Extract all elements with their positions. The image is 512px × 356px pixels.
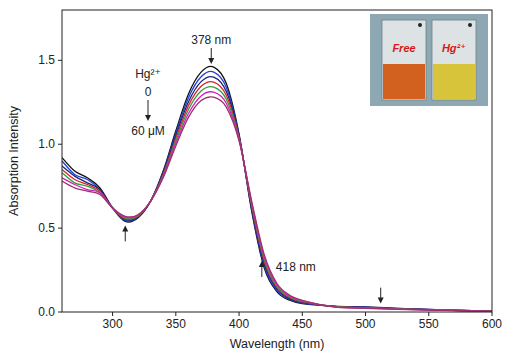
arrow-shaft	[261, 266, 262, 277]
y-axis-title: Absorption Intensity	[7, 105, 21, 216]
arrow-shaft	[380, 288, 381, 299]
arrow-head	[122, 225, 128, 231]
label-patch	[275, 259, 317, 275]
annotation-label: 418 nm	[276, 260, 316, 274]
y-tick-label: 0.0	[38, 305, 55, 319]
y-tick	[58, 144, 62, 145]
x-tick	[302, 312, 303, 316]
arrow-head	[259, 261, 265, 267]
x-tick	[492, 312, 493, 316]
spectrum-line	[62, 92, 492, 312]
arrow	[122, 225, 128, 241]
titration-label: Hg²⁺ 0 60 μM	[131, 67, 165, 138]
y-tick	[58, 312, 62, 313]
x-tick	[112, 312, 113, 316]
spectrum-line	[62, 87, 492, 312]
x-tick-label: 500	[356, 317, 376, 331]
arrow-shaft	[148, 100, 149, 116]
cuvette-dot	[468, 23, 472, 27]
y-tick	[58, 60, 62, 61]
arrow-head	[145, 115, 151, 121]
titration-start: 0	[145, 85, 152, 99]
x-tick	[239, 312, 240, 316]
titration-ion: Hg²⁺	[135, 67, 161, 81]
y-tick	[58, 228, 62, 229]
chart: 300 350 400 450 500 550 600 0.0 0.5 1.0 1.5 Wavelen…	[0, 0, 512, 356]
y-tick-label: 1.5	[38, 53, 55, 67]
y-tick-label: 0.5	[38, 221, 55, 235]
arrow	[378, 288, 384, 304]
annotation-label: 378 nm	[191, 33, 231, 47]
arrow	[259, 261, 265, 277]
arrow-head	[378, 298, 384, 304]
arrow-head	[208, 58, 214, 64]
x-tick-label: 300	[103, 317, 123, 331]
x-tick-label: 450	[292, 317, 312, 331]
titration-arrow	[145, 100, 151, 121]
x-tick-label: 350	[166, 317, 186, 331]
x-axis-title: Wavelength (nm)	[230, 337, 325, 351]
spectrum-line	[62, 71, 492, 311]
inset-photo: Free Hg²⁺	[370, 14, 488, 106]
arrow-shaft	[211, 48, 212, 59]
x-tick	[175, 312, 176, 316]
titration-end: 60 μM	[131, 124, 165, 138]
x-tick	[365, 312, 366, 316]
spectrum-line	[62, 77, 492, 312]
inset-background	[370, 14, 488, 106]
cuvette	[432, 20, 476, 100]
x-tick-label: 550	[419, 317, 439, 331]
cuvette-liquid	[383, 64, 425, 99]
arrow-shaft	[125, 230, 126, 241]
cuvette	[382, 20, 426, 100]
cuvette-dot	[418, 23, 422, 27]
spectrum-line	[62, 97, 492, 312]
cuvette-liquid	[433, 64, 475, 99]
x-tick	[428, 312, 429, 316]
annotations: 378 nm 418 nm	[122, 33, 383, 304]
x-tick-label: 400	[229, 317, 249, 331]
arrow	[208, 48, 214, 64]
y-tick-label: 1.0	[38, 137, 55, 151]
plot-frame	[62, 10, 492, 312]
inset-label: Hg²⁺	[442, 42, 466, 54]
spectrum-line	[62, 82, 492, 312]
inset-label: Free	[392, 42, 415, 54]
x-tick-label: 600	[482, 317, 502, 331]
